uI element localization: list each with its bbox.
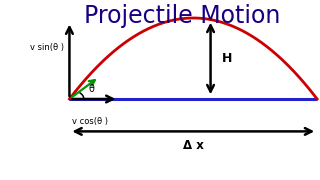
Text: θ: θ <box>88 84 94 95</box>
Text: MATH MEETING: MATH MEETING <box>12 55 20 125</box>
Text: H: H <box>222 52 232 65</box>
Text: Projectile Motion: Projectile Motion <box>84 4 280 28</box>
Text: v cos(θ ): v cos(θ ) <box>72 117 108 126</box>
Text: v sin(θ ): v sin(θ ) <box>30 43 64 52</box>
Text: Δ x: Δ x <box>183 139 204 152</box>
